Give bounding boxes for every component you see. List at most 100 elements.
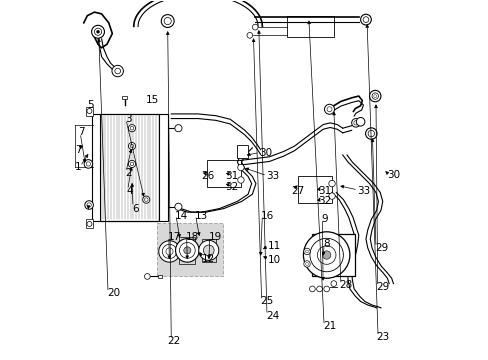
- Circle shape: [175, 239, 199, 262]
- Text: 23: 23: [376, 332, 389, 342]
- Text: 22: 22: [167, 336, 181, 346]
- Circle shape: [130, 162, 134, 166]
- Circle shape: [360, 14, 370, 25]
- Circle shape: [367, 130, 374, 137]
- Circle shape: [130, 126, 134, 130]
- Text: 30: 30: [386, 170, 400, 180]
- Circle shape: [198, 240, 218, 260]
- Bar: [179, 237, 195, 264]
- Bar: [201, 239, 216, 262]
- Circle shape: [164, 18, 171, 24]
- Bar: [86, 219, 93, 228]
- Circle shape: [130, 144, 134, 148]
- Text: 30: 30: [258, 148, 271, 158]
- Circle shape: [309, 286, 315, 292]
- Circle shape: [303, 261, 309, 267]
- Circle shape: [237, 177, 244, 183]
- Circle shape: [144, 198, 148, 202]
- Circle shape: [175, 125, 182, 132]
- Text: 2: 2: [124, 168, 131, 178]
- Bar: [100, 114, 159, 221]
- Text: 32: 32: [317, 197, 330, 206]
- Text: 31: 31: [224, 171, 238, 181]
- Circle shape: [161, 15, 174, 27]
- Text: 19: 19: [208, 232, 222, 242]
- Text: 12: 12: [201, 253, 214, 264]
- Circle shape: [303, 232, 349, 278]
- Circle shape: [87, 203, 91, 207]
- Text: 10: 10: [267, 255, 280, 265]
- Circle shape: [330, 281, 336, 287]
- Bar: [237, 145, 247, 158]
- Circle shape: [128, 160, 135, 167]
- Circle shape: [305, 250, 308, 253]
- Circle shape: [183, 247, 190, 254]
- Text: 13: 13: [194, 211, 207, 221]
- Circle shape: [175, 203, 182, 210]
- Circle shape: [246, 32, 252, 38]
- Circle shape: [317, 246, 335, 264]
- Text: 5: 5: [87, 100, 94, 110]
- Text: 28: 28: [339, 280, 352, 291]
- Circle shape: [309, 238, 343, 272]
- Text: 4: 4: [126, 186, 133, 196]
- Circle shape: [144, 274, 150, 279]
- Circle shape: [179, 243, 195, 258]
- Circle shape: [323, 286, 329, 292]
- Circle shape: [84, 159, 93, 168]
- Circle shape: [159, 241, 180, 262]
- Text: 27: 27: [290, 186, 304, 196]
- Bar: [287, 16, 333, 37]
- Circle shape: [363, 17, 368, 22]
- Text: 9: 9: [321, 214, 327, 224]
- Text: 33: 33: [356, 186, 369, 196]
- Text: 26: 26: [201, 171, 214, 181]
- Circle shape: [303, 248, 309, 255]
- Circle shape: [86, 162, 90, 166]
- Text: 31: 31: [317, 186, 330, 196]
- Circle shape: [328, 180, 335, 187]
- Text: 20: 20: [107, 288, 120, 297]
- Circle shape: [87, 109, 92, 113]
- Circle shape: [84, 201, 93, 209]
- Circle shape: [237, 164, 244, 171]
- Circle shape: [326, 107, 331, 112]
- Circle shape: [373, 95, 376, 98]
- Circle shape: [165, 248, 173, 255]
- Circle shape: [162, 244, 176, 258]
- Circle shape: [324, 104, 334, 114]
- Text: 29: 29: [374, 243, 387, 253]
- Text: 29: 29: [376, 282, 389, 292]
- Text: 14: 14: [175, 211, 188, 221]
- Circle shape: [356, 117, 364, 126]
- Circle shape: [252, 24, 258, 30]
- Bar: [157, 223, 223, 276]
- Text: 32: 32: [224, 182, 238, 192]
- Text: 15: 15: [146, 95, 159, 105]
- Circle shape: [87, 221, 92, 226]
- Circle shape: [112, 65, 123, 77]
- Text: 7: 7: [78, 127, 85, 137]
- Text: 33: 33: [265, 171, 279, 181]
- Text: 11: 11: [267, 241, 281, 251]
- Circle shape: [353, 121, 357, 125]
- Bar: [298, 176, 331, 203]
- Text: 21: 21: [323, 321, 336, 332]
- Bar: [92, 114, 100, 221]
- Circle shape: [305, 262, 308, 265]
- Text: 7: 7: [75, 145, 81, 155]
- Text: 16: 16: [260, 211, 273, 221]
- Circle shape: [316, 286, 322, 292]
- Text: 18: 18: [185, 232, 199, 242]
- Text: 17: 17: [167, 232, 181, 242]
- Circle shape: [94, 28, 102, 35]
- Text: 25: 25: [260, 296, 273, 306]
- Circle shape: [91, 25, 104, 38]
- Circle shape: [128, 125, 135, 132]
- Bar: [159, 114, 167, 221]
- Text: 6: 6: [132, 203, 138, 213]
- Circle shape: [115, 68, 121, 74]
- Circle shape: [328, 193, 335, 199]
- Bar: [86, 107, 93, 116]
- Circle shape: [128, 143, 135, 150]
